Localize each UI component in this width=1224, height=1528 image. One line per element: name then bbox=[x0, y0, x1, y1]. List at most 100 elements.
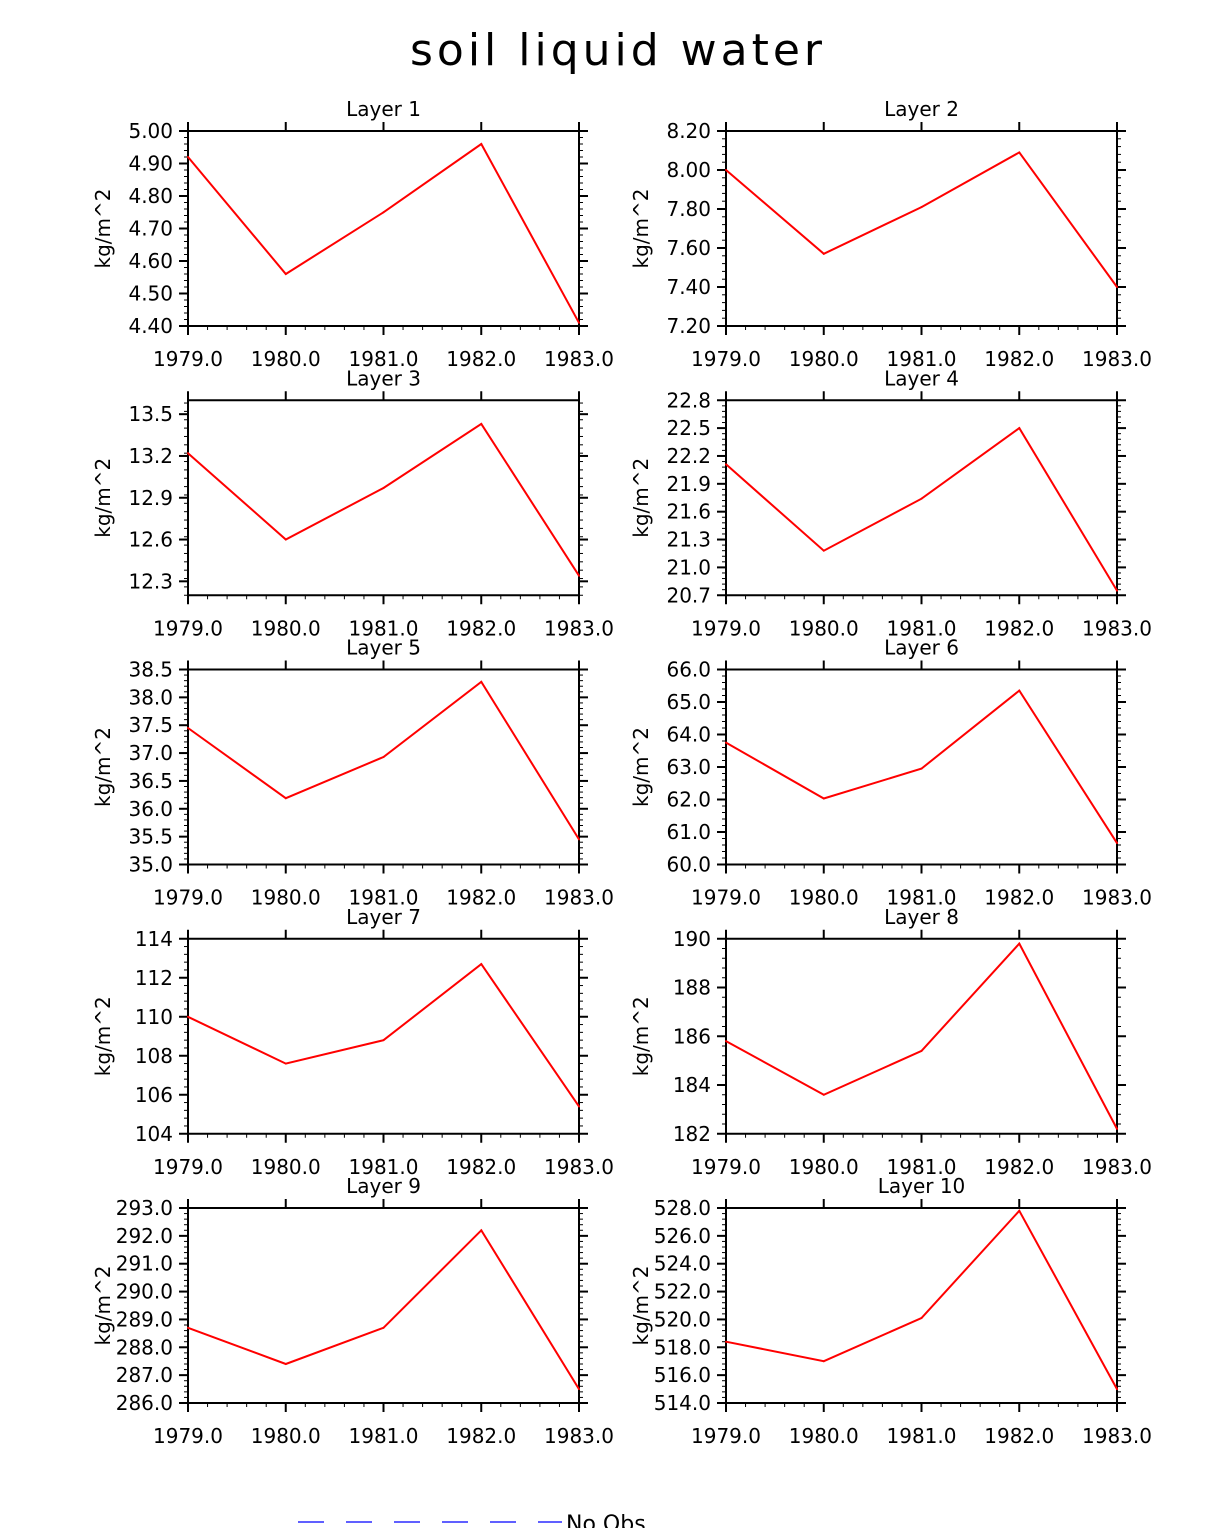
y-tick-label: 293.0 bbox=[116, 1196, 173, 1220]
x-tick-label: 1980.0 bbox=[789, 886, 859, 910]
legend-label: No Obs bbox=[566, 1512, 646, 1528]
y-tick-label: 518.0 bbox=[654, 1335, 711, 1359]
y-tick-label: 292.0 bbox=[116, 1224, 173, 1248]
data-point bbox=[480, 143, 483, 145]
y-tick-label: 13.5 bbox=[128, 402, 173, 426]
y-axis-label: kg/m^2 bbox=[629, 458, 653, 538]
x-tick-label: 1979.0 bbox=[691, 347, 761, 371]
data-point bbox=[284, 1062, 287, 1065]
y-tick-label: 61.0 bbox=[666, 820, 711, 844]
x-tick-label: 1979.0 bbox=[691, 886, 761, 910]
y-axis-label: kg/m^2 bbox=[91, 458, 115, 538]
x-tick-label: 1983.0 bbox=[544, 616, 614, 640]
panel-layer-1: Layer 1 kg/m^2 1979.0 1980.0 1981.0 1982.0 198… bbox=[91, 97, 614, 371]
x-tick-label: 1982.0 bbox=[984, 886, 1054, 910]
x-tick-label: 1980.0 bbox=[251, 347, 321, 371]
y-tick-label: 108 bbox=[135, 1044, 173, 1068]
x-tick-label: 1983.0 bbox=[544, 886, 614, 910]
data-point bbox=[1116, 1127, 1118, 1130]
x-tick-label: 1981.0 bbox=[887, 1155, 957, 1179]
data-point bbox=[284, 797, 287, 800]
y-axis-label: kg/m^2 bbox=[629, 1266, 653, 1346]
y-tick-label: 5.00 bbox=[128, 119, 173, 143]
panel-title: Layer 10 bbox=[878, 1174, 966, 1198]
y-tick-label: 37.0 bbox=[128, 741, 173, 765]
y-tick-label: 22.8 bbox=[666, 388, 711, 412]
y-tick-label: 60.0 bbox=[666, 853, 711, 877]
x-tick-label: 1979.0 bbox=[153, 886, 223, 910]
y-tick-label: 22.5 bbox=[666, 416, 711, 440]
y-tick-label: 291.0 bbox=[116, 1252, 173, 1276]
series-line bbox=[725, 689, 1118, 844]
plot-frame bbox=[725, 668, 1118, 866]
data-point bbox=[187, 727, 189, 729]
x-tick-label: 1979.0 bbox=[153, 347, 223, 371]
data-point bbox=[1116, 842, 1118, 845]
y-tick-label: 289.0 bbox=[116, 1307, 173, 1331]
x-tick-label: 1982.0 bbox=[984, 1155, 1054, 1179]
y-tick-label: 12.9 bbox=[128, 486, 173, 510]
y-tick-label: 66.0 bbox=[666, 658, 711, 682]
data-point bbox=[1116, 286, 1118, 288]
x-tick-label: 1981.0 bbox=[349, 1424, 419, 1448]
y-tick-label: 38.0 bbox=[128, 685, 173, 709]
y-tick-label: 104 bbox=[135, 1122, 173, 1146]
x-tick-label: 1980.0 bbox=[251, 1155, 321, 1179]
data-point bbox=[187, 1015, 189, 1018]
data-point bbox=[187, 1326, 189, 1329]
plot-frame bbox=[187, 937, 580, 1135]
panel-title: Layer 4 bbox=[884, 366, 959, 390]
x-tick-label: 1980.0 bbox=[789, 1155, 859, 1179]
y-tick-label: 186 bbox=[673, 1024, 711, 1048]
series-line bbox=[187, 1228, 580, 1390]
panel-layer-2: Layer 2 kg/m^2 1979.0 1980.0 1981.0 1982.0 198… bbox=[629, 97, 1152, 371]
data-point bbox=[822, 1360, 825, 1363]
panel-title: Layer 7 bbox=[346, 905, 421, 929]
x-tick-label: 1983.0 bbox=[1082, 616, 1152, 640]
y-tick-label: 287.0 bbox=[116, 1363, 173, 1387]
x-tick-label: 1983.0 bbox=[544, 347, 614, 371]
y-tick-label: 36.0 bbox=[128, 797, 173, 821]
series-line bbox=[725, 426, 1118, 592]
y-tick-label: 62.0 bbox=[666, 788, 711, 812]
y-tick-label: 190 bbox=[673, 927, 711, 951]
data-point bbox=[920, 1049, 923, 1052]
y-tick-label: 21.0 bbox=[666, 555, 711, 579]
data-point bbox=[920, 1317, 923, 1320]
x-tick-label: 1980.0 bbox=[251, 886, 321, 910]
y-tick-label: 65.0 bbox=[666, 690, 711, 714]
data-point bbox=[578, 1388, 580, 1391]
x-tick-label: 1983.0 bbox=[1082, 1155, 1152, 1179]
x-tick-label: 1981.0 bbox=[349, 347, 419, 371]
data-point bbox=[725, 1340, 727, 1343]
x-tick-label: 1983.0 bbox=[1082, 347, 1152, 371]
y-tick-label: 8.20 bbox=[666, 119, 711, 143]
y-tick-label: 36.5 bbox=[128, 769, 173, 793]
panel-title: Layer 5 bbox=[346, 636, 421, 660]
data-point bbox=[822, 252, 825, 255]
y-axis-label: kg/m^2 bbox=[91, 189, 115, 269]
y-tick-label: 37.5 bbox=[128, 713, 173, 737]
y-tick-label: 20.7 bbox=[666, 583, 711, 607]
data-point bbox=[284, 1363, 287, 1365]
legend: No Obs bbox=[298, 1512, 646, 1528]
y-tick-label: 38.5 bbox=[128, 658, 173, 682]
data-point bbox=[187, 156, 189, 158]
x-tick-label: 1980.0 bbox=[251, 616, 321, 640]
y-axis-label: kg/m^2 bbox=[91, 996, 115, 1076]
y-tick-label: 63.0 bbox=[666, 755, 711, 779]
y-tick-label: 524.0 bbox=[654, 1252, 711, 1276]
y-tick-label: 110 bbox=[135, 1005, 173, 1029]
x-tick-label: 1981.0 bbox=[349, 616, 419, 640]
y-tick-label: 112 bbox=[135, 966, 173, 990]
plot-frame bbox=[725, 1207, 1118, 1404]
y-tick-label: 7.80 bbox=[666, 197, 711, 221]
y-tick-label: 514.0 bbox=[654, 1391, 711, 1415]
plot-frame bbox=[187, 399, 580, 597]
x-tick-label: 1982.0 bbox=[984, 1424, 1054, 1448]
x-tick-label: 1979.0 bbox=[691, 616, 761, 640]
y-tick-label: 4.50 bbox=[128, 282, 173, 306]
x-tick-label: 1983.0 bbox=[544, 1155, 614, 1179]
x-tick-label: 1979.0 bbox=[153, 616, 223, 640]
